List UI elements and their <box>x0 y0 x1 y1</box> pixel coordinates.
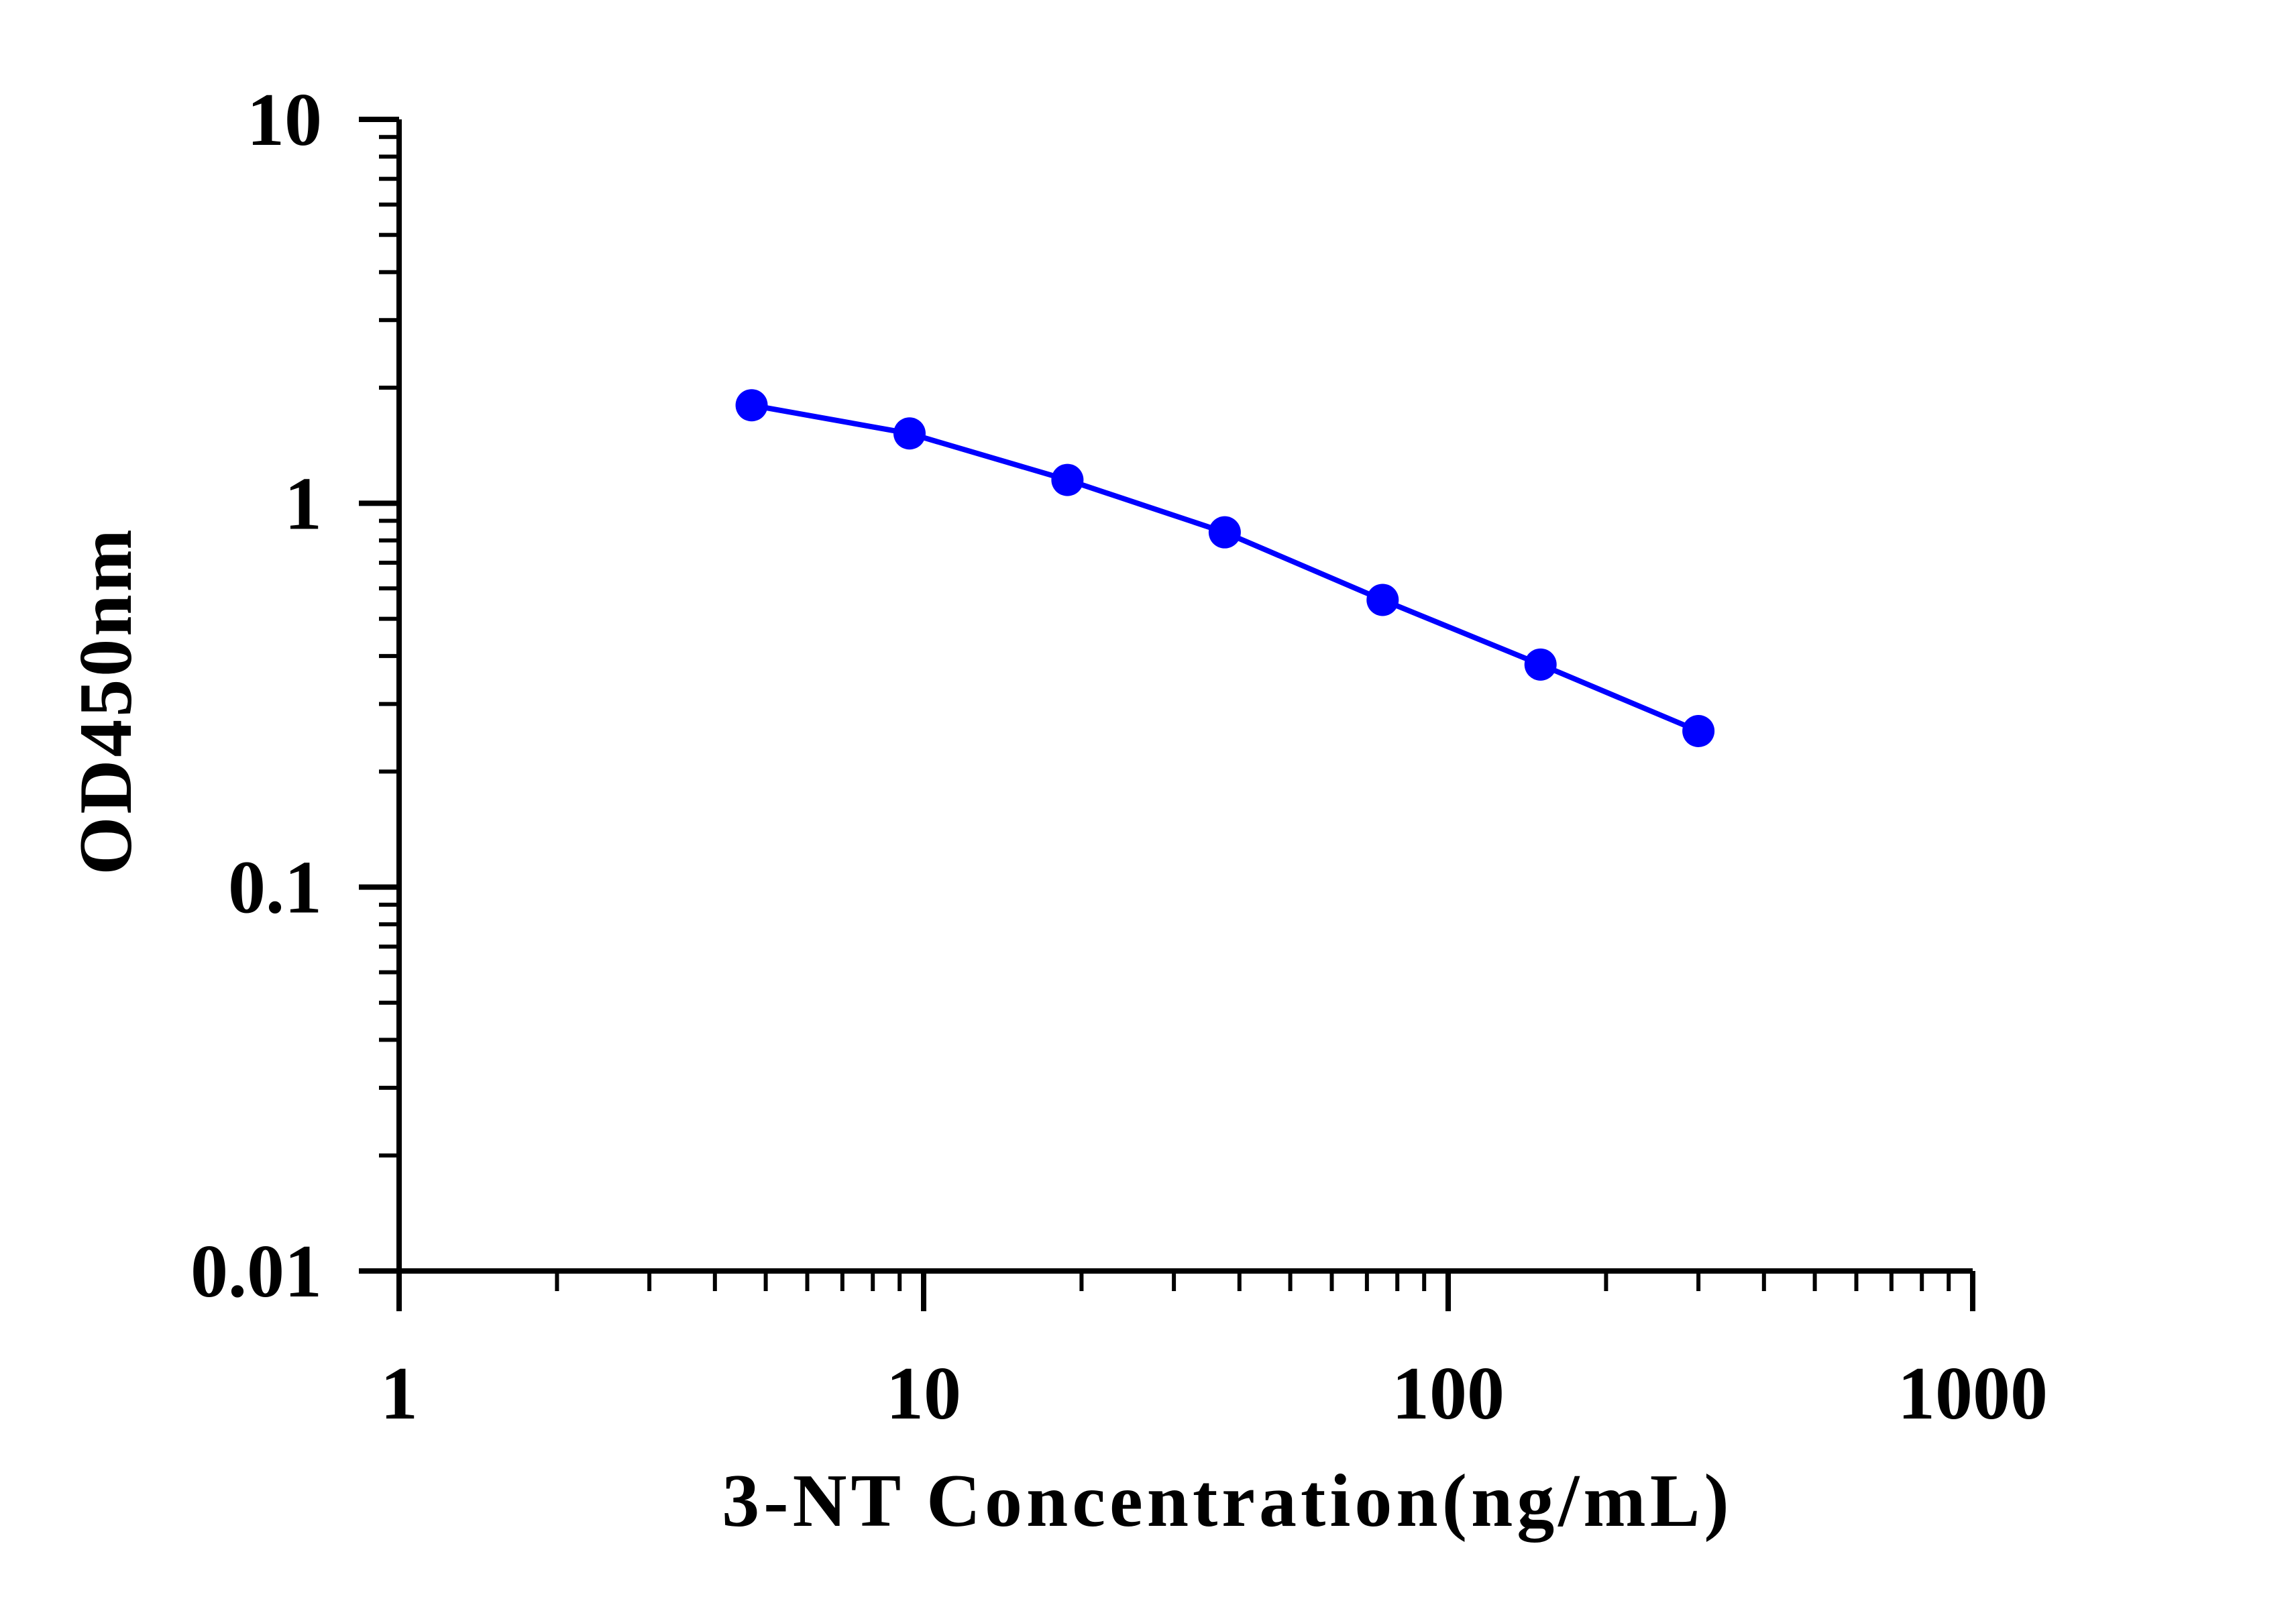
x-tick-label: 10 <box>886 1352 961 1435</box>
x-axis-title: 3-NT Concentration(ng/mL) <box>722 1459 1733 1543</box>
y-minor-ticks <box>379 135 399 1158</box>
series-layer <box>735 389 1715 747</box>
data-point <box>735 389 768 422</box>
x-tick-label: 1000 <box>1898 1352 2048 1435</box>
y-major-ticks <box>359 117 399 1274</box>
series-line <box>751 402 1700 734</box>
x-tick-label: 1 <box>380 1352 418 1435</box>
y-tick-label: 10 <box>247 78 322 162</box>
y-tick-label: 0.1 <box>228 846 322 930</box>
data-point <box>893 417 926 450</box>
data-point <box>1682 714 1715 747</box>
data-point <box>1366 584 1399 616</box>
y-axis-title: OD450nm <box>64 527 148 875</box>
x-major-ticks <box>396 1271 1975 1311</box>
data-point <box>1051 463 1084 496</box>
y-tick-labels: 0.01 0.1 1 10 <box>190 78 322 1313</box>
y-tick-label: 1 <box>284 462 322 545</box>
data-point <box>1208 516 1241 549</box>
x-tick-label: 100 <box>1392 1352 1505 1435</box>
x-tick-labels: 1 10 100 1000 <box>380 1352 2048 1435</box>
data-point <box>1524 648 1557 681</box>
y-tick-label: 0.01 <box>190 1230 322 1313</box>
x-minor-ticks <box>555 1271 1951 1291</box>
